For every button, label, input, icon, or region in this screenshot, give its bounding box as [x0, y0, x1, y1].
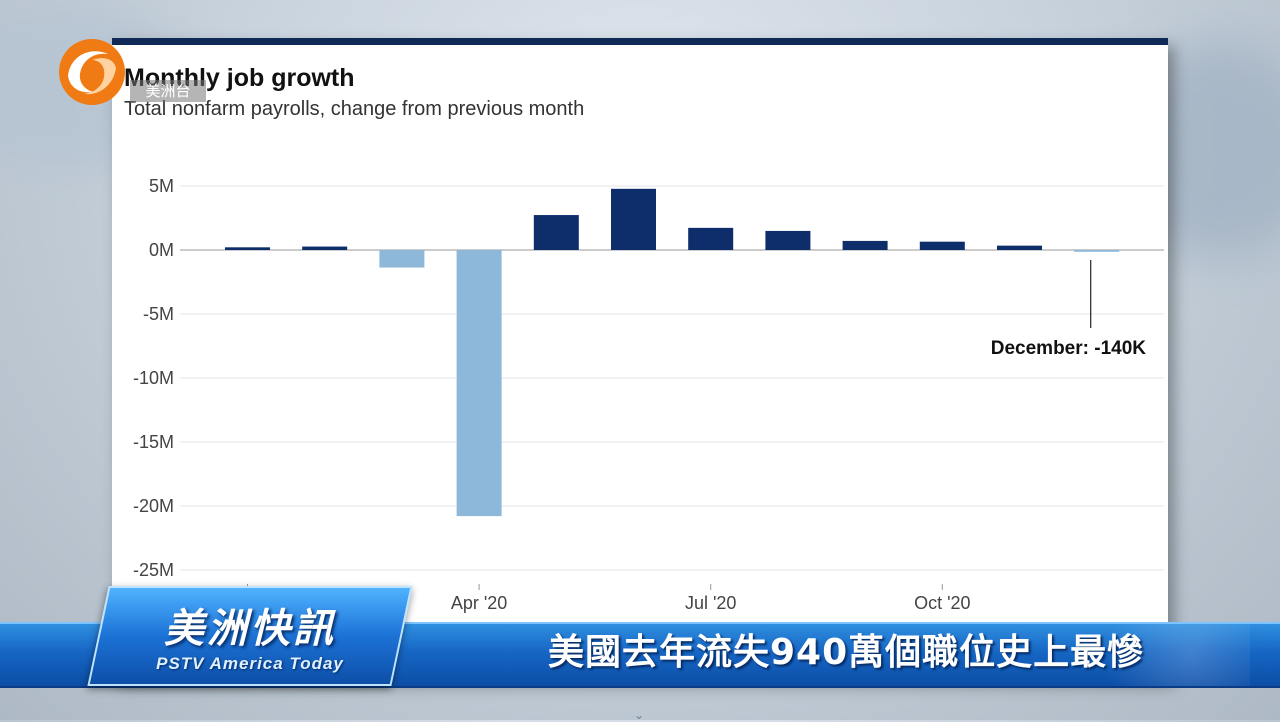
y-tick-label: 0M [149, 240, 174, 260]
y-tick-label: 5M [149, 176, 174, 196]
bar-chart-plot: 5M 0M -5M -10M -15M -20M -25M Apr '20 Jul '20 Oct… [133, 176, 1164, 613]
x-tick-label: Apr '20 [451, 593, 507, 613]
bar [533, 215, 579, 250]
chart-top-bar [112, 38, 1168, 45]
y-tick-label: -10M [133, 368, 174, 388]
bar [765, 230, 811, 250]
bar [1074, 250, 1120, 252]
bar [688, 227, 734, 250]
y-tick-label: -15M [133, 432, 174, 452]
ticker-decoration [1050, 624, 1250, 686]
show-name: 美洲快訊 [164, 606, 336, 652]
bar [997, 245, 1042, 250]
news-headline: 美國去年流失940萬個職位史上最慘 [548, 632, 1145, 673]
bar [379, 250, 425, 268]
x-tick-label: Oct '20 [914, 593, 970, 613]
y-tick-label: -20M [133, 496, 174, 516]
bar [842, 240, 888, 250]
x-tick-label: Jul '20 [685, 593, 736, 613]
chart-subtitle: Total nonfarm payrolls, change from prev… [124, 98, 585, 120]
bar [456, 250, 502, 517]
y-tick-label: -25M [133, 560, 174, 580]
bar [225, 247, 270, 250]
chart-card: Monthly job growth Total nonfarm payroll… [112, 38, 1168, 678]
phoenix-logo-icon [59, 39, 125, 105]
y-tick-label: -5M [143, 304, 174, 324]
annotation-label: December: -140K [991, 338, 1147, 359]
bar [302, 246, 348, 250]
show-subtitle: PSTV America Today [156, 654, 344, 673]
channel-tag: 美洲台 [130, 80, 206, 102]
chevron-down-icon: ⌄ [634, 708, 645, 722]
bar [919, 241, 965, 250]
bar [611, 188, 656, 250]
